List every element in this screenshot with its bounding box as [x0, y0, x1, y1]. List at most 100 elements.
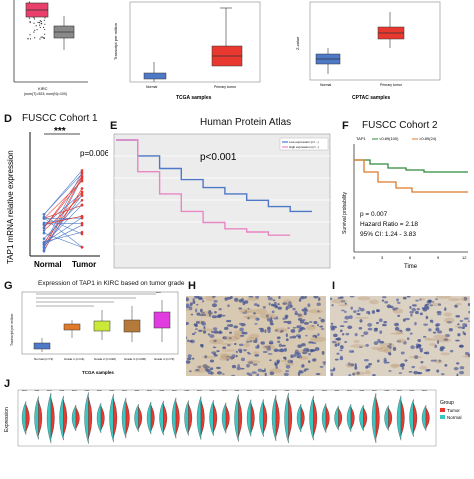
panel-j-sig: **** — [335, 389, 341, 393]
panel-j-violin-normal — [260, 399, 264, 436]
panel-b-plot: Transcript per million Normal Primary tu… — [108, 0, 268, 105]
panel-a-dot — [44, 17, 45, 18]
panel-j-legend-tumor: Tumor — [447, 408, 460, 413]
panel-a-dot — [36, 25, 37, 26]
panel-a-dot — [30, 21, 31, 22]
panel-j-violin-normal — [360, 405, 364, 431]
panel-a-dot — [41, 23, 42, 24]
panel-a-dot — [41, 21, 42, 22]
panel-j-violin-tumor — [139, 407, 143, 429]
panel-j-violin-tumor — [239, 399, 243, 437]
panel-j-violin-normal — [285, 393, 289, 443]
panel-j-sig: **** — [22, 389, 28, 393]
panel-d-cat-normal: Normal — [34, 260, 62, 269]
panel-d-dot-tumor — [81, 172, 84, 175]
panel-j-violin-tumor — [126, 402, 130, 434]
panel-j-sig: **** — [222, 389, 228, 393]
panel-f-xtick-3: 9 — [437, 255, 440, 260]
panel-j-sig: **** — [347, 389, 353, 393]
panel-d-dot-normal — [43, 216, 46, 219]
panel-j-violin-normal — [160, 401, 164, 435]
panel-e-legend-high: High expression (n=...) — [289, 145, 319, 149]
panel-j-violin-normal — [385, 405, 389, 430]
panel-d-dot-tumor — [81, 224, 84, 227]
panel-f-legend-title: TAP1 — [356, 136, 366, 141]
panel-j-violin-normal — [297, 404, 301, 432]
panel-j-violin-tumor — [426, 408, 430, 428]
panel-j-sig: **** — [197, 389, 203, 393]
panel-d-dot-tumor — [81, 179, 84, 182]
panel-j-sig: **** — [122, 389, 128, 393]
panel-g-plot: Transcript per million **** Normal (n=72… — [6, 290, 182, 380]
panel-j-sig: **** — [285, 389, 291, 393]
panel-j-sig: **** — [372, 389, 378, 393]
panel-j-sig: **** — [97, 389, 103, 393]
panel-j-violin-tumor — [251, 403, 255, 432]
panel-a: KIRC (num(T)=523; num(N)=100) — [0, 0, 90, 100]
panel-e-label: E — [110, 120, 117, 132]
panel-d-dot-tumor — [81, 175, 84, 178]
panel-b-cat-normal: Normal — [146, 85, 158, 89]
panel-j-violin-normal — [397, 396, 401, 441]
panel-j-sig: **** — [85, 389, 91, 393]
panel-d-pair-line — [44, 205, 82, 218]
panel-e-title: Human Protein Atlas — [200, 117, 291, 128]
panel-j-violin-normal — [197, 396, 201, 439]
panel-j-violin-normal — [135, 404, 139, 432]
panel-f-legend-high: >0.89(24) — [419, 136, 437, 141]
panel-d-title: FUSCC Cohort 1 — [22, 113, 98, 124]
panel-b-cat-tumor: Primary tumor — [214, 85, 237, 89]
panel-a-dot — [33, 31, 34, 32]
panel-j-sig: **** — [47, 389, 53, 393]
panel-j-violin-normal — [372, 393, 376, 443]
panel-h-image — [186, 296, 326, 376]
panel-j-violin-normal — [122, 398, 126, 438]
panel-j-violin-normal — [210, 400, 214, 436]
panel-d: TAP1 mRNA relative expression *** p=0.00… — [0, 124, 108, 274]
panel-a-dot — [39, 22, 40, 23]
panel-a-dot — [34, 30, 35, 31]
panel-j-violin-tumor — [164, 404, 168, 431]
panel-d-dot-normal — [43, 227, 46, 230]
panel-a-dot — [43, 27, 44, 28]
panel-j-sig: **** — [35, 389, 41, 393]
panel-j-violin-tumor — [314, 400, 318, 436]
panel-a-dot — [43, 38, 44, 39]
panel-j-violin-normal — [147, 402, 151, 434]
panel-a-dot — [29, 18, 30, 19]
panel-d-dot-tumor — [81, 246, 84, 249]
panel-e-pval: p<0.001 — [200, 152, 237, 163]
panel-f-legend-low: <0.89(100) — [379, 136, 399, 141]
panel-c-plot: Z-value Normal Primary tumor CPTAC sampl… — [290, 0, 450, 105]
panel-d-pair-line — [44, 205, 82, 244]
panel-j-sig: **** — [60, 389, 66, 393]
panel-j-violin-tumor — [76, 408, 80, 429]
box-b-normal — [144, 73, 166, 79]
panel-j-violin-normal — [97, 403, 101, 433]
panel-d-dot-normal — [43, 223, 46, 226]
panel-j-ylabel: Expression — [4, 407, 10, 432]
panel-f-line-high — [354, 160, 468, 192]
panel-e-plot: p<0.001 Low expression (n=...) High expr… — [112, 132, 332, 270]
panel-j: Expression **** **** **** **** **** **** **** *… — [0, 386, 474, 474]
panel-f: TAP1 <0.89(100) >0.89(24) Survival proba… — [340, 134, 472, 274]
panel-e-legend-low: Low expression (n=...) — [289, 140, 319, 144]
panel-j-violin-tumor — [351, 407, 355, 429]
panel-j-sig: **** — [160, 389, 166, 393]
panel-a-sublabel: (num(T)=523; num(N)=100) — [24, 92, 67, 96]
panel-j-sig: **** — [135, 389, 141, 393]
panel-b-xlabel: TCGA samples — [176, 95, 212, 101]
panel-a-dot — [29, 1, 30, 2]
panel-j-violin-tumor — [301, 407, 305, 429]
panel-d-dot-tumor — [81, 194, 84, 197]
panel-j-violin-normal — [85, 392, 89, 443]
panel-f-xlabel: Time — [404, 264, 418, 270]
panel-j-violin-normal — [60, 396, 64, 440]
panel-d-dot-tumor — [81, 233, 84, 236]
panel-j-violin-normal — [72, 405, 76, 431]
panel-j-violin-tumor — [289, 398, 293, 438]
panel-j-sig: **** — [72, 389, 78, 393]
panel-j-violin-tumor — [114, 399, 118, 437]
panel-j-violin-tumor — [39, 401, 43, 435]
panel-j-violin-normal — [247, 400, 251, 437]
